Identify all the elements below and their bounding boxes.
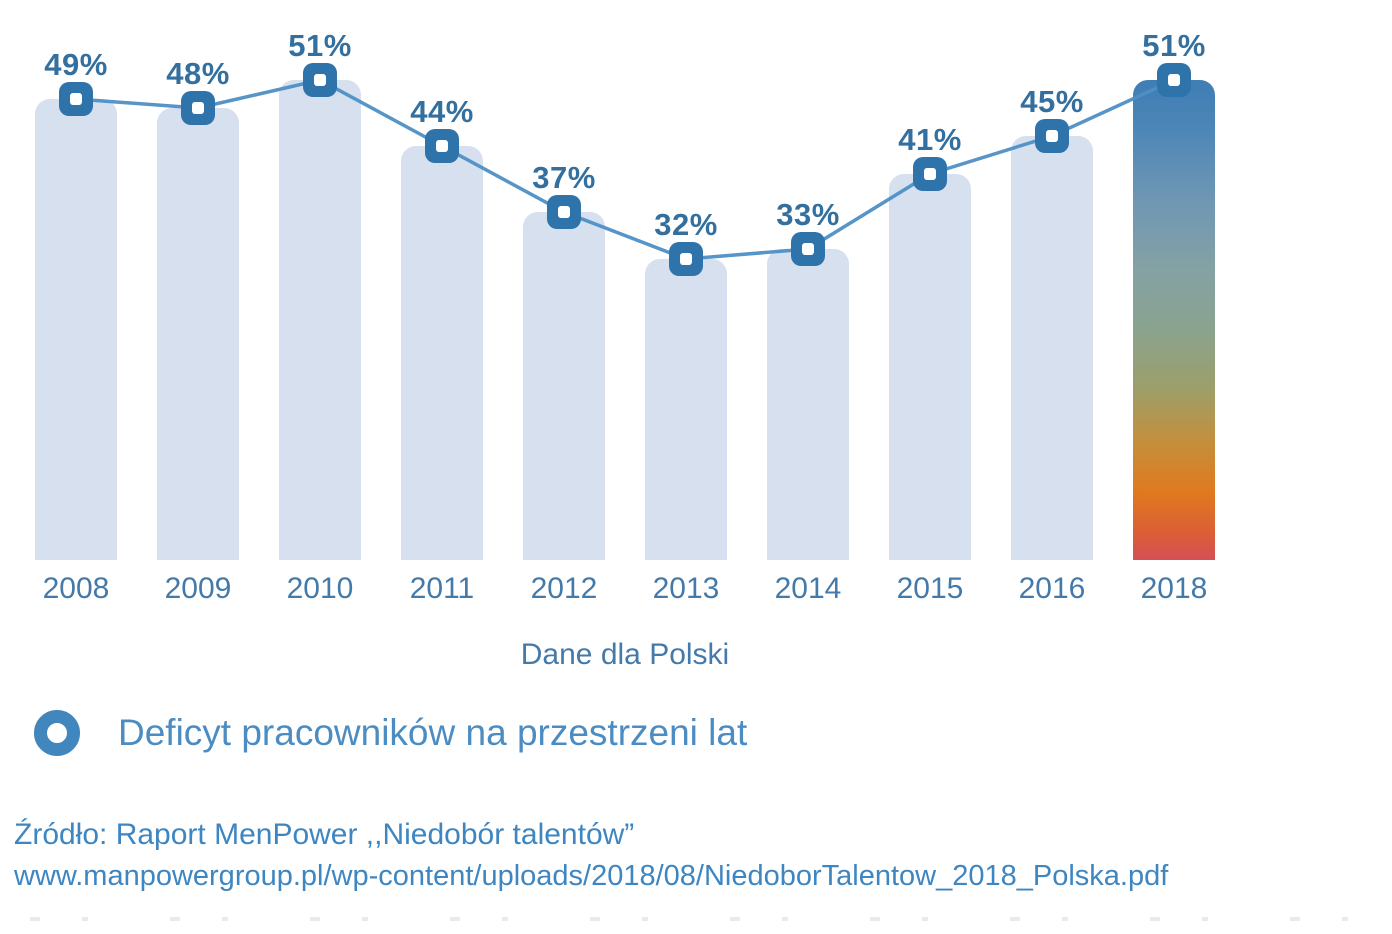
value-label-2018: 51% bbox=[1142, 28, 1206, 63]
x-tick-2008: 2008 bbox=[42, 572, 110, 605]
bar-2013 bbox=[645, 259, 727, 560]
bar-2010 bbox=[279, 80, 361, 560]
marker-hole bbox=[314, 74, 326, 86]
bar-2014 bbox=[767, 249, 849, 560]
value-label-2011: 44% bbox=[410, 94, 474, 129]
value-label-2014: 33% bbox=[776, 197, 840, 232]
data-point-marker-2010 bbox=[303, 63, 337, 97]
value-label-2015: 41% bbox=[898, 122, 962, 157]
x-tick-2010: 2010 bbox=[286, 572, 354, 605]
value-label-2010: 51% bbox=[288, 28, 352, 63]
data-point-marker-2014 bbox=[791, 232, 825, 266]
bar-2012 bbox=[523, 212, 605, 560]
data-point-marker-2011 bbox=[425, 129, 459, 163]
data-point-marker-2016 bbox=[1035, 119, 1069, 153]
data-point-marker-2013 bbox=[669, 242, 703, 276]
x-tick-2011: 2011 bbox=[409, 572, 475, 605]
marker-hole bbox=[70, 93, 82, 105]
marker-hole bbox=[924, 168, 936, 180]
marker-hole bbox=[192, 102, 204, 114]
bar-2009 bbox=[157, 108, 239, 560]
marker-hole bbox=[558, 206, 570, 218]
trend-line bbox=[75, 78, 1175, 261]
x-tick-2016: 2016 bbox=[1018, 572, 1086, 605]
data-point-marker-2008 bbox=[59, 82, 93, 116]
x-tick-2015: 2015 bbox=[896, 572, 964, 605]
marker-hole bbox=[680, 253, 692, 265]
source-title: Źródło: Raport MenPower ,,Niedobór talen… bbox=[14, 818, 635, 851]
bar-2016 bbox=[1011, 136, 1093, 560]
x-tick-2014: 2014 bbox=[774, 572, 842, 605]
x-tick-2009: 2009 bbox=[164, 572, 232, 605]
legend-label: Deficyt pracowników na przestrzeni lat bbox=[118, 712, 748, 753]
cropped-text-artifact bbox=[30, 917, 1360, 921]
source-url: www.manpowergroup.pl/wp-content/uploads/… bbox=[14, 860, 1169, 892]
marker-hole bbox=[802, 243, 814, 255]
worker-deficit-chart: 49% 2008 48% 2009 51% 2010 44% 2011 37% 2012 32% 20… bbox=[35, 0, 1215, 622]
marker-hole bbox=[436, 140, 448, 152]
legend: Deficyt pracowników na przestrzeni lat bbox=[34, 710, 747, 756]
x-tick-2018: 2018 bbox=[1140, 572, 1208, 605]
data-point-marker-2009 bbox=[181, 91, 215, 125]
data-point-marker-2015 bbox=[913, 157, 947, 191]
trend-polyline bbox=[75, 78, 1175, 261]
value-label-2009: 48% bbox=[166, 56, 230, 91]
bar-2018 bbox=[1133, 80, 1215, 560]
marker-hole bbox=[1168, 74, 1180, 86]
value-label-2013: 32% bbox=[654, 207, 718, 242]
bar-2015 bbox=[889, 174, 971, 560]
value-label-2016: 45% bbox=[1020, 84, 1084, 119]
value-label-2008: 49% bbox=[44, 47, 108, 82]
value-label-2012: 37% bbox=[532, 160, 596, 195]
x-axis-title: Dane dla Polski bbox=[520, 638, 730, 671]
marker-hole bbox=[1046, 130, 1058, 142]
bar-2008 bbox=[35, 99, 117, 560]
x-tick-2013: 2013 bbox=[652, 572, 720, 605]
bar-2011 bbox=[401, 146, 483, 560]
data-point-marker-2018 bbox=[1157, 63, 1191, 97]
data-point-marker-2012 bbox=[547, 195, 581, 229]
x-tick-2012: 2012 bbox=[530, 572, 598, 605]
donut-circle-icon bbox=[34, 710, 80, 756]
source-block: Źródło: Raport MenPower ,,Niedobór talen… bbox=[14, 814, 1168, 896]
